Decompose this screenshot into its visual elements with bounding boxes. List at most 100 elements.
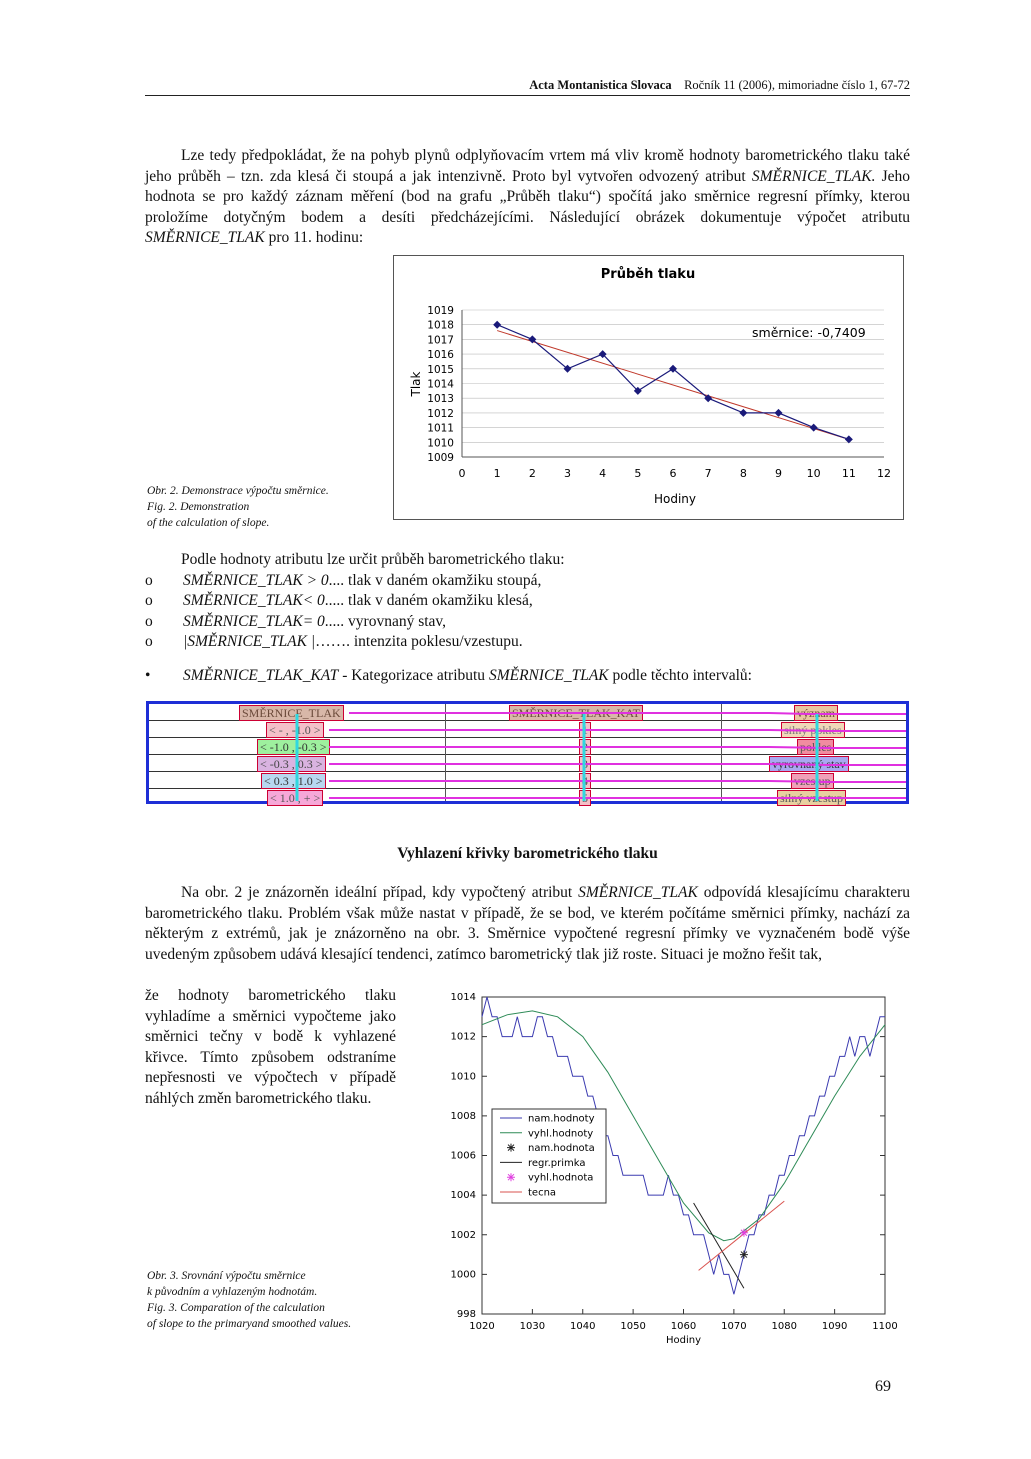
chart-title: Průběh tlaku: [601, 267, 695, 282]
fig2-caption-line: Obr. 3. Srovnání výpočtu směrnice: [147, 1270, 306, 1282]
para1-text-a: Lze tedy předpokládat, že na pohyb plynů…: [145, 147, 910, 185]
figure-2-caption: Obr. 3. Srovnání výpočtu směrnice k půvo…: [147, 1268, 351, 1332]
x-tick-label: 3: [564, 467, 571, 480]
legend-swatch: [507, 1143, 515, 1152]
kat-bullet: • SMĚRNICE_TLAK_KAT - Kategorizace atrib…: [145, 667, 910, 685]
x-tick-label: 5: [634, 467, 641, 480]
y-tick-label: 1009: [427, 452, 454, 464]
x-tick-label: 1100: [872, 1321, 897, 1332]
list-item-text: ..... vyrovnaný stav,: [324, 612, 447, 630]
y-axis-label: Tlak: [409, 371, 423, 397]
para2-side-text: že hodnoty barometrického tlaku vyhladím…: [145, 987, 396, 1107]
list-item-attr: |SMĚRNICE_TLAK |: [183, 633, 316, 650]
series-line: [481, 996, 885, 1295]
y-tick-label: 1016: [427, 349, 454, 361]
bullet-attr2: SMĚRNICE_TLAK: [488, 667, 609, 684]
legend-label: nam.hodnota: [528, 1143, 595, 1154]
table-cell: < - , -1.0 >: [266, 722, 324, 738]
x-tick-label: 1040: [570, 1321, 595, 1332]
para1-text-b: Jeho hodnota se pro každý záznam měření …: [145, 167, 910, 226]
table-rule: [149, 771, 906, 772]
bullet-attr: SMĚRNICE_TLAK_KAT: [183, 667, 339, 684]
table-rule: [149, 737, 906, 738]
list-item-attr: SMĚRNICE_TLAK< 0: [183, 592, 325, 609]
para1-text-c: pro 11. hodinu:: [264, 229, 364, 246]
data-point: [598, 350, 607, 359]
x-tick-label: 1: [494, 467, 501, 480]
data-point: [739, 408, 748, 417]
table-rule: [149, 754, 906, 755]
table-cell: silný vzestup: [777, 790, 846, 806]
x-tick-label: 1020: [469, 1321, 494, 1332]
para1-attr: SMĚRNICE_TLAK.: [751, 167, 876, 185]
table-col-rule: [445, 704, 446, 801]
table-cell: < 1.0 , + >: [267, 790, 324, 806]
table-cell: 5: [579, 790, 591, 806]
bullet-text2: podle těchto intervalů:: [608, 667, 752, 684]
y-tick-label: 1010: [451, 1071, 476, 1082]
table-cell: 4: [579, 773, 591, 789]
list-item-text: .... tlak v daném okamžiku stoupá,: [328, 571, 542, 589]
table-cell: pokles: [797, 739, 835, 755]
y-tick-label: 1010: [427, 437, 454, 449]
x-axis-label: Hodiny: [654, 492, 696, 506]
y-tick-label: 1014: [451, 992, 476, 1003]
para2-text-a: Na obr. 2 je znázorněn ideální případ, k…: [181, 884, 579, 901]
y-tick-label: 1019: [427, 305, 454, 317]
smoothed-point-marker: [739, 1228, 748, 1237]
list-item: o SMĚRNICE_TLAK< 0 ..... tlak v daném oka…: [145, 591, 910, 612]
y-tick-label: 1012: [451, 1032, 476, 1043]
y-tick-label: 1002: [451, 1230, 476, 1241]
y-tick-label: 1017: [427, 334, 454, 346]
legend-label: tecna: [528, 1188, 556, 1199]
data-point: [633, 386, 642, 395]
fig2-caption-line: Fig. 3. Comparation of the calculation: [147, 1302, 325, 1314]
category-table: SMĚRNICE_TLAK SMĚRNICE_TLAK_KAT význam <…: [146, 701, 909, 806]
section-title: Vyhlazení křivky barometrického tlaku: [397, 845, 658, 862]
legend-swatch: [507, 1173, 515, 1182]
measured-point-marker: [739, 1250, 748, 1259]
table-cell: < -1.0 , -0.3 >: [257, 739, 330, 755]
x-tick-label: 6: [670, 467, 677, 480]
fig2-caption-line: of slope to the primaryand smoothed valu…: [147, 1318, 352, 1330]
x-tick-label: 4: [599, 467, 606, 480]
data-point: [563, 364, 572, 373]
y-tick-label: 998: [457, 1309, 476, 1320]
fig1-caption-line: Obr. 2. Demonstrace výpočtu směrnice.: [147, 485, 329, 497]
series-line: [693, 1202, 745, 1289]
x-tick-label: 8: [740, 467, 747, 480]
fig1-caption-line: of the calculation of slope.: [147, 517, 270, 529]
table-cell: silný pokles: [781, 722, 845, 738]
figure-1-chart: Průběh tlaku 1009 1010 1011 1012 1013 1014 1015…: [393, 255, 904, 520]
figure-2-chart: 998 1000 1002 1004 1006 1008 1010 1012 1014 1020 1…: [421, 985, 900, 1355]
y-tick-label: 1006: [451, 1151, 476, 1162]
y-tick-label: 1014: [427, 379, 454, 391]
para1-attr2: SMĚRNICE_TLAK: [145, 229, 265, 246]
x-tick-label: 12: [877, 467, 891, 480]
table-cell: vzestup: [791, 773, 834, 789]
y-tick-label: 1018: [427, 320, 454, 332]
fig1-caption-line: Fig. 2. Demonstration: [147, 501, 250, 513]
list-marker: o: [145, 633, 153, 650]
para2-text-b: odpovídá klesajícímu charakteru barometr…: [145, 884, 910, 963]
x-tick-label: 1030: [520, 1321, 545, 1332]
list-item-text: ..... tlak v daném okamžiku klesá,: [324, 592, 533, 609]
x-tick-label: 1070: [721, 1321, 746, 1332]
legend-label: regr.primka: [528, 1158, 586, 1169]
series-line: [481, 1010, 886, 1242]
x-tick-label: 10: [807, 467, 821, 480]
list-item-attr: SMĚRNICE_TLAK= 0: [183, 612, 325, 630]
x-tick-label: 1060: [671, 1321, 696, 1332]
x-tick-label: 1090: [822, 1321, 847, 1332]
list-intro: Podle hodnoty atributu lze určit průběh …: [181, 551, 565, 568]
bullet-text: - Kategorizace atributu: [338, 667, 489, 684]
x-tick-label: 1080: [772, 1321, 797, 1332]
paragraph-2-side: že hodnoty barometrického tlaku vyhladím…: [145, 986, 396, 1109]
list-item-text: ……. intenzita poklesu/vzestupu.: [315, 633, 523, 650]
fig2-caption-line: k původním a vyhlazeným hodnotám.: [147, 1286, 318, 1298]
y-tick-label: 1015: [427, 364, 454, 376]
legend-label: vyhl.hodnota: [528, 1173, 593, 1184]
paragraph-2: Na obr. 2 je znázorněn ideální případ, k…: [145, 883, 910, 965]
table-cell: < 0.3 , 1.0 >: [261, 773, 326, 789]
slope-list: Podle hodnoty atributu lze určit průběh …: [145, 550, 910, 653]
